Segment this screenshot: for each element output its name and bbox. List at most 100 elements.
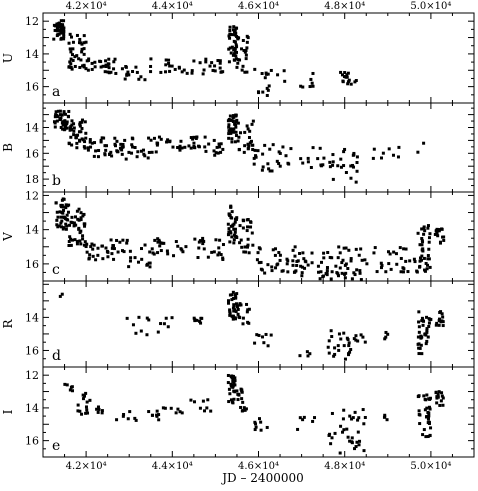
data-point-a [69,62,73,66]
data-point-e [169,406,173,410]
data-point-c [158,244,162,248]
data-point-d [192,316,196,320]
data-point-d [245,310,249,314]
data-point-b [231,116,235,120]
data-point-c [214,238,218,242]
data-point-d [343,357,347,361]
data-point-d [137,315,141,319]
data-point-b [281,145,285,149]
panel-frames [42,12,475,458]
data-point-a [107,66,111,70]
data-point-c [75,242,79,246]
data-point-c [106,250,110,254]
data-point-c [424,261,428,265]
data-point-c [226,233,230,237]
data-point-b [55,119,59,123]
data-point-e [161,406,165,410]
data-point-b [245,124,249,128]
data-point-a [232,25,236,29]
data-point-e [385,418,389,422]
data-point-a [261,90,265,94]
data-point-c [232,227,236,231]
data-point-c [153,238,157,242]
data-point-e [236,398,240,402]
data-point-b [187,144,191,148]
data-point-d [426,335,430,339]
data-point-a [57,32,61,36]
x-tick-label-bottom: 4.4×10⁴ [152,461,193,472]
data-point-e [357,416,361,420]
data-point-d [235,305,239,309]
data-point-b [61,127,65,131]
data-point-a [346,82,350,86]
data-point-e [383,415,387,419]
data-point-d [230,314,234,318]
data-point-c [89,245,93,249]
data-point-a [173,67,177,71]
data-point-e [231,378,235,382]
data-point-a [69,50,73,54]
data-point-e [241,409,245,413]
data-point-d [231,317,235,321]
data-point-e [350,417,354,421]
data-point-c [271,248,275,252]
data-point-a [228,28,232,32]
data-point-b [193,146,197,150]
data-point-b [121,142,125,146]
data-point-e [298,416,302,420]
data-point-d [247,307,251,311]
figure-frame [42,12,475,458]
data-point-c [427,257,431,261]
data-point-b [219,142,223,146]
data-point-b [72,129,76,133]
data-point-d [347,341,351,345]
data-point-e [363,415,367,419]
data-point-e [240,388,244,392]
data-point-d [354,334,358,338]
data-point-c [233,230,237,234]
data-point-b [342,150,346,154]
data-point-c [373,246,377,250]
data-point-b [146,156,150,160]
data-point-d [337,332,341,336]
data-point-c [81,214,85,218]
data-point-c [401,266,405,270]
data-point-c [380,263,384,267]
data-point-b [86,148,90,152]
data-point-a [107,62,111,66]
data-point-d [233,293,237,297]
data-point-c [230,210,234,214]
y-axis-title-b: B [1,143,15,152]
y-tick-label-c: 12 [25,189,39,202]
data-point-b [83,120,87,124]
data-point-c [426,263,430,267]
data-point-e [201,399,205,403]
data-point-b [197,145,201,149]
data-point-b [336,164,340,168]
data-point-b [116,150,120,154]
data-point-a [210,61,214,65]
data-point-c [162,241,166,245]
data-point-c [72,224,76,228]
data-point-c [160,241,164,245]
data-point-c [212,250,216,254]
data-point-c [128,259,132,263]
data-point-c [197,246,201,250]
data-point-d [440,312,444,316]
data-point-b [355,155,359,159]
data-point-b [251,119,255,123]
data-point-c [218,238,222,242]
data-point-a [228,36,232,40]
data-point-b [130,151,134,155]
data-point-e [227,387,231,391]
data-point-c [148,265,152,269]
data-point-e [346,435,350,439]
data-point-a [299,84,303,88]
data-point-e [434,390,438,394]
data-point-c [316,264,320,268]
data-point-e [353,410,357,414]
data-point-c [184,245,188,249]
data-point-b [328,160,332,164]
data-point-c [344,246,348,250]
data-point-c [77,227,81,231]
